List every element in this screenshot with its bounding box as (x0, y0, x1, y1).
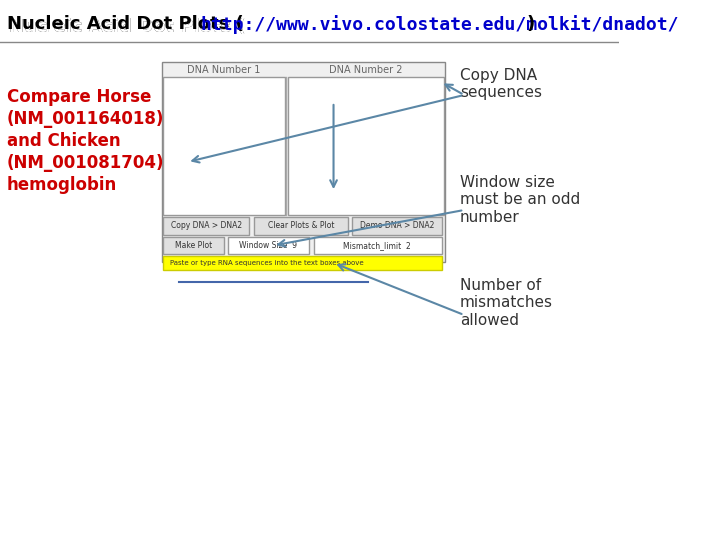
Text: Nucleic Acid Dot Plots (: Nucleic Acid Dot Plots ( (9, 18, 246, 36)
Bar (163, 77, 284, 215)
Text: Window Size  9: Window Size 9 (239, 241, 297, 250)
Bar (163, 237, 223, 254)
Bar (163, 217, 249, 235)
Bar (288, 77, 444, 215)
Text: Window size
must be an odd
number: Window size must be an odd number (460, 175, 580, 225)
Text: DNA Number 1: DNA Number 1 (187, 65, 261, 75)
Text: Copy DNA
sequences: Copy DNA sequences (460, 68, 542, 100)
Bar (161, 62, 445, 262)
Bar (353, 217, 442, 235)
Text: http://www.vivo.colostate.edu/molkit/dnadot/: http://www.vivo.colostate.edu/molkit/dna… (200, 15, 679, 34)
Bar (228, 237, 310, 254)
Text: Make Plot: Make Plot (175, 241, 212, 250)
Text: Clear Plots & Plot: Clear Plots & Plot (268, 221, 334, 231)
Text: and Chicken: and Chicken (7, 132, 120, 150)
Text: ): ) (527, 15, 535, 33)
Text: Paste or type RNA sequences into the text boxes above: Paste or type RNA sequences into the tex… (170, 260, 364, 266)
Bar (163, 256, 442, 270)
Text: Number of
mismatches
allowed: Number of mismatches allowed (460, 278, 553, 328)
Text: DNA Number 2: DNA Number 2 (329, 65, 402, 75)
Text: Nucleic Acid Dot Plots (: Nucleic Acid Dot Plots ( (7, 15, 243, 33)
Text: (NM_001164018): (NM_001164018) (7, 110, 164, 128)
Text: Demo DNA > DNA2: Demo DNA > DNA2 (360, 221, 434, 231)
Text: Mismatch_limit  2: Mismatch_limit 2 (343, 241, 411, 250)
Bar (253, 217, 348, 235)
Text: hemoglobin: hemoglobin (7, 176, 117, 194)
Text: Compare Horse: Compare Horse (7, 88, 151, 106)
Text: (NM_001081704): (NM_001081704) (7, 154, 164, 172)
Text: Nucleic Acid Dot Plots (: Nucleic Acid Dot Plots ( (9, 18, 246, 36)
Bar (314, 237, 442, 254)
Text: Copy DNA > DNA2: Copy DNA > DNA2 (171, 221, 242, 231)
